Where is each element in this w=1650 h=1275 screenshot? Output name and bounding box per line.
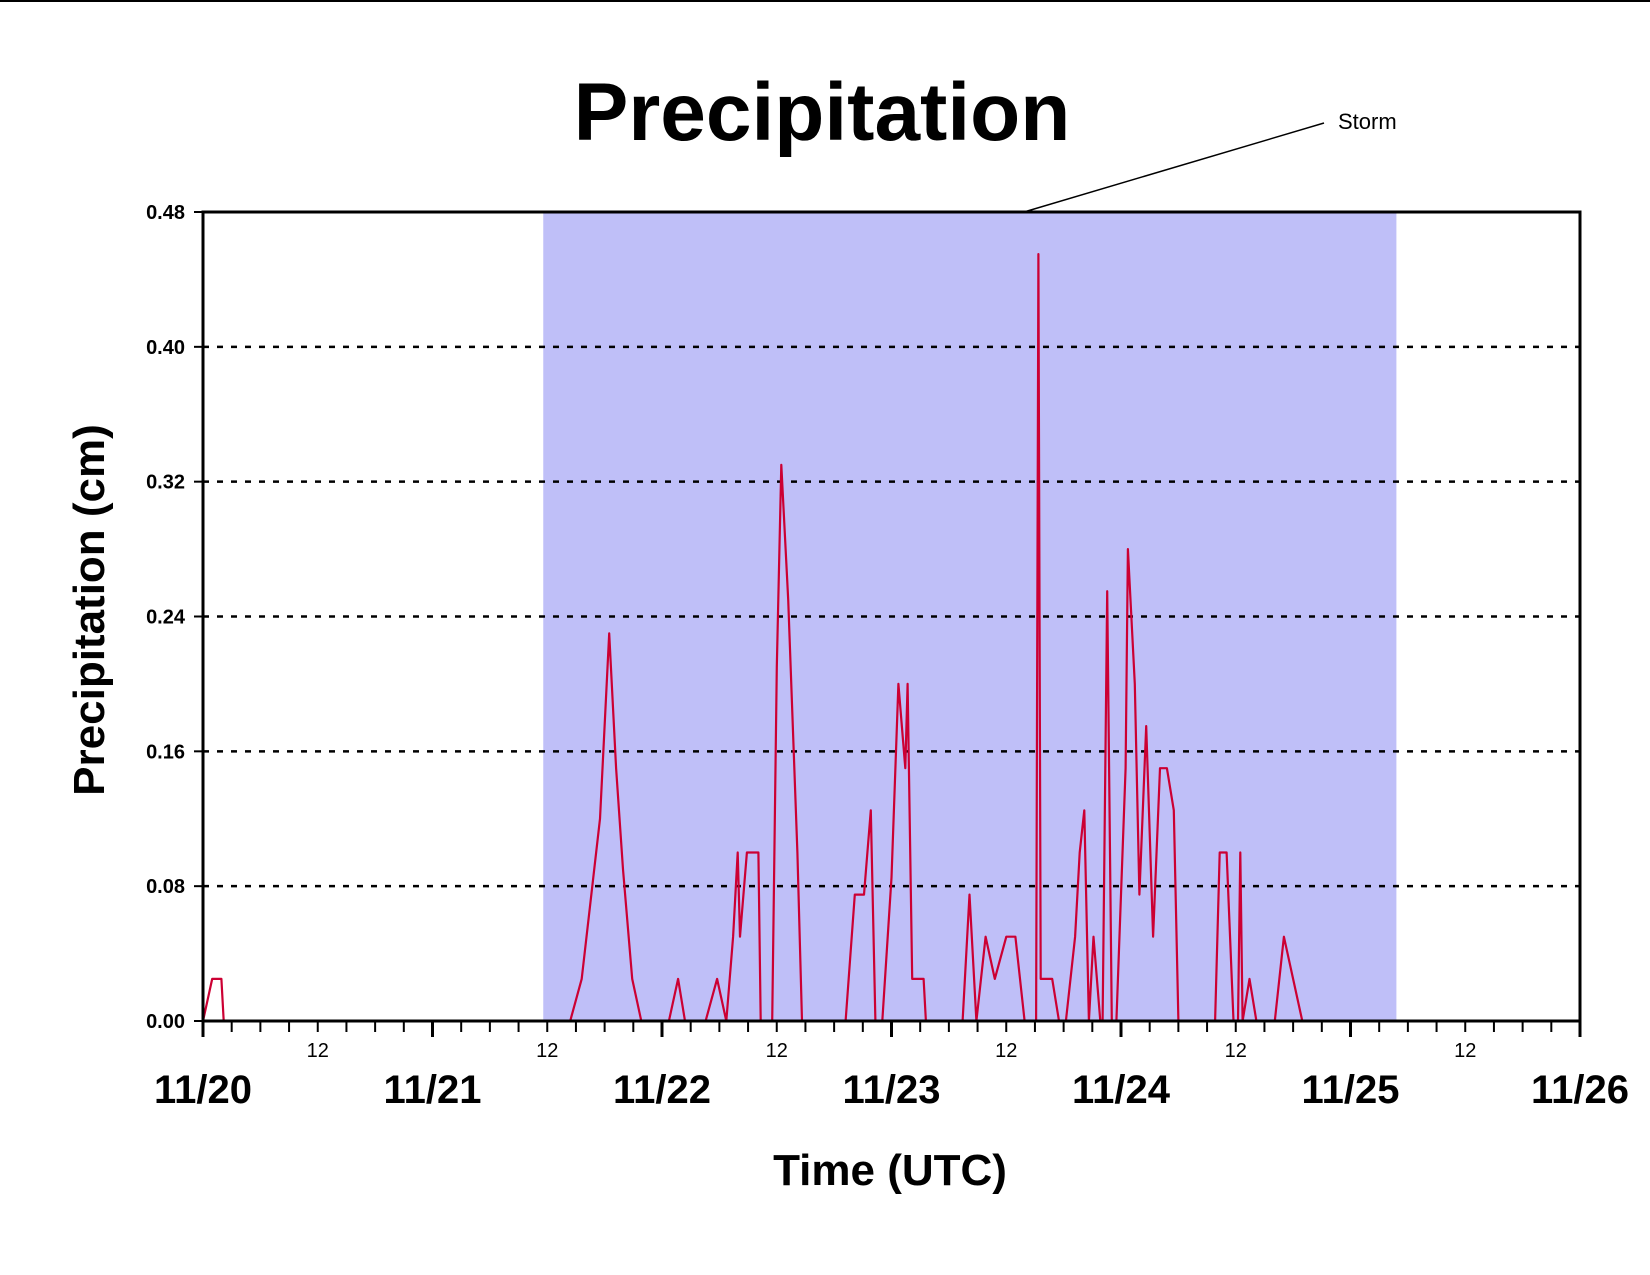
y-axis-ticks: 0.00 0.08 0.16 0.24 0.32 0.40 0.48 [146,202,203,1033]
x-minor-tick-label: 12 [766,1040,788,1062]
x-major-tick-label: 11/25 [1302,1068,1400,1112]
storm-annotation-label: Storm [1338,109,1397,134]
y-tick-label: 0.00 [146,1011,185,1033]
x-major-tick-label: 11/23 [843,1068,941,1112]
x-minor-tick-label: 12 [995,1040,1017,1062]
y-tick-label: 0.48 [146,202,185,224]
y-axis-label: Precipitation (cm) [65,424,114,796]
y-tick-label: 0.40 [146,337,185,359]
x-major-tick-label: 11/21 [384,1068,482,1112]
plot-frame [201,210,1582,1023]
x-minor-tick-label: 12 [1225,1040,1247,1062]
y-tick-label: 0.16 [146,741,185,763]
x-minor-tick-label: 12 [307,1040,329,1062]
y-tick-label: 0.32 [146,472,185,494]
x-axis-ticks: 12 12 12 12 12 12 11/20 11/21 11/22 11/23 11/24 11/… [154,1021,1629,1112]
x-major-tick-label: 11/26 [1531,1068,1629,1112]
x-major-tick-label: 11/20 [154,1068,252,1112]
chart-title: Precipitation [574,67,1071,158]
x-axis-label: Time (UTC) [773,1146,1007,1195]
x-major-tick-label: 11/24 [1072,1068,1171,1112]
storm-annotation-leader [1023,122,1325,213]
y-tick-label: 0.24 [146,607,186,629]
y-tick-label: 0.08 [146,876,185,898]
x-minor-tick-label: 12 [1454,1040,1476,1062]
x-major-tick-label: 11/22 [613,1068,711,1112]
x-minor-tick-label: 12 [536,1040,558,1062]
